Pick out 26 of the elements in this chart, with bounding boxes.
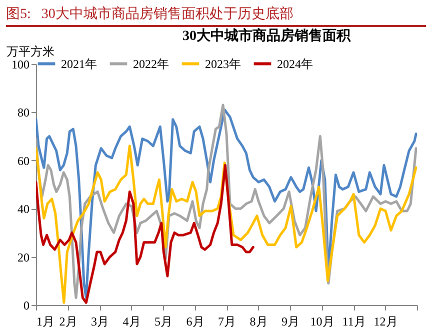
y-axis-title: 万平方米 (6, 44, 54, 58)
x-tick-label: 3月 (91, 314, 109, 328)
chart-title: 图5: 30大中城市商品房销售面积处于历史底部 (6, 4, 426, 27)
x-tick-label: 8月 (250, 314, 268, 328)
y-tick-label: 60 (18, 154, 30, 168)
x-tick-label: 1月 (36, 314, 54, 328)
line-series (36, 164, 254, 304)
y-tick-label: 100 (12, 58, 30, 72)
y-tick-label: 0 (24, 298, 30, 312)
legend-label: 2023年 (205, 56, 241, 71)
x-tick-label: 6月 (186, 314, 204, 328)
x-tick-label: 10月 (310, 314, 334, 328)
y-tick-label: 20 (18, 250, 30, 264)
x-tick-label: 5月 (154, 314, 172, 328)
x-tick-label: 2月 (59, 314, 78, 328)
legend-label: 2024年 (277, 56, 313, 71)
y-tick-label: 40 (18, 202, 30, 216)
legend-label: 2021年 (61, 56, 97, 71)
y-tick-label: 80 (18, 106, 30, 120)
x-tick-label: 7月 (218, 314, 236, 328)
x-tick-label: 12月 (374, 314, 398, 328)
x-tick-label: 11月 (342, 314, 366, 328)
x-tick-label: 4月 (122, 314, 141, 328)
legend-label: 2022年 (133, 56, 169, 71)
chart-subtitle: 30大中城市商品房销售面积 (182, 27, 352, 44)
x-tick-label: 9月 (282, 314, 300, 328)
